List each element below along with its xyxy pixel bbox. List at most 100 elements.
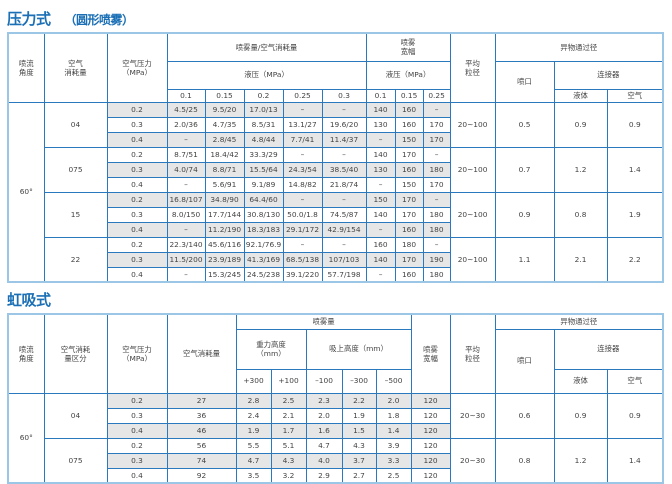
spray-value: 4.3 <box>341 437 377 454</box>
consumption-class: 04 <box>43 392 108 439</box>
spray-air-value: 8.7/51 <box>166 146 206 163</box>
spray-value: 5.1 <box>270 437 307 454</box>
table-row: 0.4 46 1.9 1.7 1.6 1.5 1.4 120 <box>8 422 663 439</box>
spray-width-value: 180 <box>422 161 451 178</box>
spray-width-value: 170 <box>394 251 424 268</box>
table-row: 075 0.2 56 5.5 5.1 4.7 4.3 3.9 120 20~30 0.8 1.2 1.4 <box>8 437 664 484</box>
header-height-value: +300 <box>235 368 272 394</box>
spray-value: 2.4 <box>235 407 272 424</box>
air-consumption: 46 <box>166 422 237 439</box>
spray-value: 2.5 <box>375 467 412 484</box>
section2-title: 虹吸式 <box>7 291 51 309</box>
section1-subtitle: （圆形喷雾） <box>64 13 135 27</box>
header-spray: 喷雾量 <box>235 313 412 330</box>
spray-width-value: 160 <box>394 116 424 133</box>
header-row: 喷流 角度 空气消耗 量区分 空气压力 （MPa） 空气消耗量 喷雾量 喷雾 宽幅 平均 粒… <box>7 313 664 394</box>
spray-air-value: 22.3/140 <box>166 236 206 253</box>
spray-air-value: 19.6/20 <box>321 116 367 133</box>
nozzle-passage: 0.5 <box>494 101 555 148</box>
header-height-value: –500 <box>375 368 412 394</box>
spray-value: 2.7 <box>341 467 377 484</box>
spray-width: 120 <box>410 437 451 454</box>
spray-air-value: 18.3/183 <box>243 221 284 238</box>
air-pressure: 0.2 <box>106 101 168 118</box>
header-row: 液压（MPa） 液压（MPa） 喷口 连接器 <box>8 60 664 103</box>
spray-air-value: 4.8/44 <box>243 131 284 148</box>
spray-air-value: 15.3/245 <box>204 266 245 283</box>
pressure-type-table: 喷流 角度 空气 消耗量 空气压力 （MPa） 喷雾量/空气消耗量 喷雾 宽幅 平均 粒径… <box>7 32 665 283</box>
spray-width-value: – <box>365 176 396 193</box>
section1-title-text: 压力式 <box>7 10 51 28</box>
spray-width-value: – <box>422 146 451 163</box>
header-liquid-pressure-value: 0.1 <box>166 88 206 103</box>
spray-air-value: – <box>282 236 323 253</box>
spray-air-value: 4.7/35 <box>204 116 245 133</box>
spray-value: 2.2 <box>341 392 377 409</box>
header-consumption-class: 空气消耗 量区分 <box>43 313 108 394</box>
spray-air-value: – <box>166 221 206 238</box>
spray-air-value: – <box>166 176 206 193</box>
air-consumption-code: 15 <box>43 191 108 238</box>
spray-width-value: 160 <box>394 101 424 118</box>
table-row: 0.3 4.0/74 8.8/71 15.5/64 24.3/54 38.5/40 130 1… <box>8 161 663 178</box>
spray-width-value: 130 <box>365 116 396 133</box>
spray-value: 4.7 <box>305 437 343 454</box>
header-connector: 连接器 <box>553 328 664 370</box>
liquid-connector: 2.1 <box>553 236 608 283</box>
spray-air-value: – <box>282 146 323 163</box>
spray-value: 3.2 <box>270 467 307 484</box>
air-pressure: 0.2 <box>106 146 168 163</box>
air-connector: 1.9 <box>606 191 664 238</box>
header-spray-air: 喷雾量/空气消耗量 <box>166 32 367 62</box>
air-consumption: 56 <box>166 437 237 454</box>
spray-value: 3.9 <box>375 437 412 454</box>
spray-width: 120 <box>410 407 451 424</box>
table-row: 0.4 92 3.5 3.2 2.9 2.7 2.5 120 <box>8 467 663 484</box>
spray-width-value: 180 <box>422 206 451 223</box>
air-pressure: 0.4 <box>106 221 168 238</box>
header-air-consumption: 空气消耗量 <box>166 313 237 394</box>
spray-air-value: 16.8/107 <box>166 191 206 208</box>
avg-particle: 20~30 <box>449 392 496 439</box>
spray-value: 2.0 <box>375 392 412 409</box>
avg-particle: 20~100 <box>449 191 496 238</box>
consumption-class: 075 <box>43 437 108 484</box>
spray-air-value: 34.8/90 <box>204 191 245 208</box>
spray-value: 2.9 <box>305 467 343 484</box>
spray-width-value: 170 <box>394 191 424 208</box>
spray-air-value: 29.1/172 <box>282 221 323 238</box>
spray-width-value: 180 <box>394 236 424 253</box>
spray-air-value: 13.1/27 <box>282 116 323 133</box>
spray-value: 1.5 <box>341 422 377 439</box>
air-pressure: 0.3 <box>106 251 168 268</box>
spray-air-value: 17.7/144 <box>204 206 245 223</box>
spray-width-value: 180 <box>422 221 451 238</box>
nozzle-passage: 1.1 <box>494 236 555 283</box>
spray-value: 4.0 <box>305 452 343 469</box>
air-consumption-code: 22 <box>43 236 108 283</box>
spray-air-value: 5.6/91 <box>204 176 245 193</box>
air-connector: 1.4 <box>606 146 664 193</box>
spray-width-value: 140 <box>365 251 396 268</box>
spray-width-value: 180 <box>422 266 451 283</box>
spray-air-value: 68.5/138 <box>282 251 323 268</box>
spray-air-value: 15.5/64 <box>243 161 284 178</box>
spray-width-value: – <box>422 236 451 253</box>
table-row: 0.3 2.0/36 4.7/35 8.5/31 13.1/27 19.6/20 130 16… <box>8 116 663 133</box>
air-consumption-code: 04 <box>43 101 108 148</box>
spray-air-value: 50.0/1.8 <box>282 206 323 223</box>
nozzle-passage: 0.8 <box>494 437 555 484</box>
liquid-connector: 0.9 <box>553 101 608 148</box>
header-avg-particle: 平均 粒径 <box>449 32 496 103</box>
spray-width-value: 190 <box>422 251 451 268</box>
liquid-connector: 0.8 <box>553 191 608 238</box>
table-row: 60° 04 0.2 4.5/25 9.5/20 17.0/13– –140 160–20~1… <box>7 101 664 283</box>
spray-width-value: 150 <box>394 131 424 148</box>
spray-width-value: – <box>422 101 451 118</box>
spray-value: 2.3 <box>305 392 343 409</box>
header-air: 空气 <box>606 88 664 103</box>
spray-value: 2.8 <box>235 392 272 409</box>
nozzle-passage: 0.7 <box>494 146 555 193</box>
section1-title: 压力式 （圆形喷雾） <box>7 8 134 29</box>
table-row: 0.3 8.0/150 17.7/144 30.8/130 50.0/1.8 74.5/8… <box>8 206 663 223</box>
